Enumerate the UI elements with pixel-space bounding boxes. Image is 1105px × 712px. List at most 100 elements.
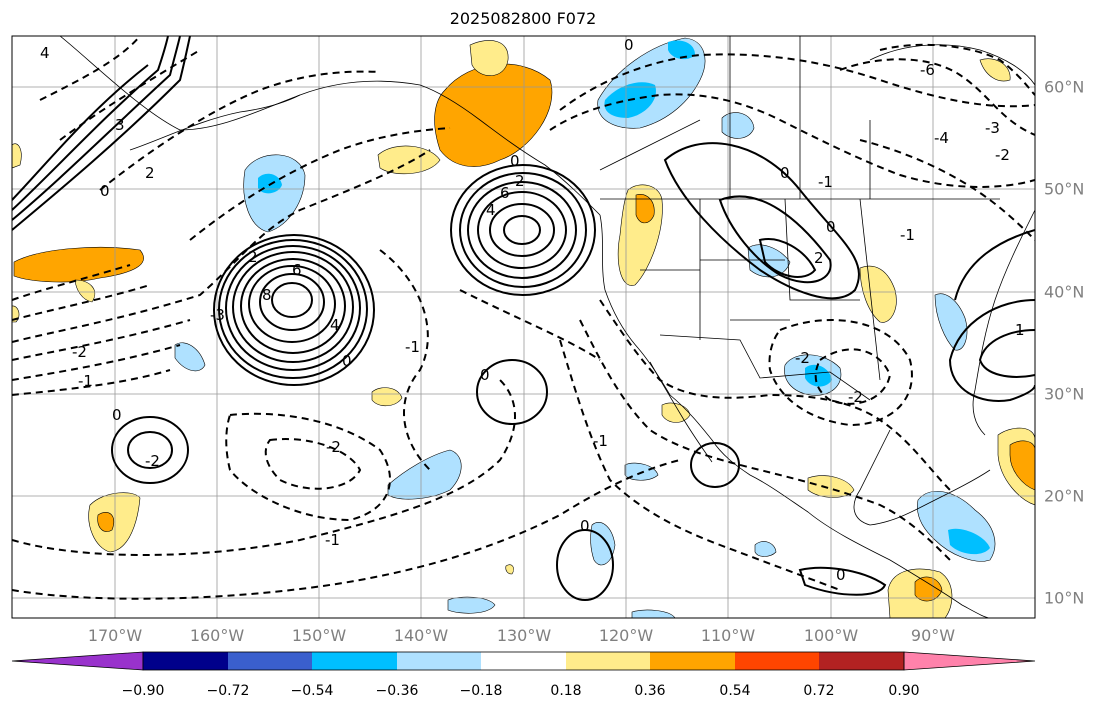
colorbar-bin — [735, 652, 819, 670]
contour-line — [948, 299, 1035, 402]
map-title: 2025082800 F072 — [449, 9, 597, 28]
contour-line — [503, 215, 541, 245]
shading-patch — [447, 596, 496, 614]
contour-line — [477, 191, 567, 269]
shading-patch — [174, 342, 206, 372]
contour-line — [556, 529, 614, 601]
graticule — [12, 36, 1035, 618]
colorbar — [11, 651, 1036, 671]
shading-patch — [859, 265, 897, 323]
coastline-alaska — [59, 36, 601, 216]
shading-patch — [747, 244, 791, 278]
shading-patch — [371, 387, 403, 407]
colorbar-frame — [142, 651, 905, 671]
contour-line — [954, 229, 1035, 301]
contour-line — [127, 431, 173, 469]
contour-line — [579, 319, 951, 561]
contour-line — [12, 284, 151, 321]
contour-label: -1 — [325, 531, 340, 549]
shading-patch — [979, 58, 1011, 82]
contour-label: 4 — [486, 201, 496, 219]
contour-line — [12, 36, 191, 231]
contour-label: -1 — [593, 432, 608, 450]
shading-patch — [805, 364, 832, 387]
contour-line — [12, 264, 131, 301]
contours — [12, 36, 1035, 601]
lon-label: 100°W — [803, 626, 859, 645]
contour-label: -2 — [795, 349, 810, 367]
shading-patch — [934, 293, 968, 351]
coastlines — [59, 36, 1035, 618]
contour-label: 6 — [500, 184, 510, 202]
contour-labels: 4 3 2 1 0 8 6 4 2 0 -2 -1 0 -2 -1 0 2 4 … — [40, 36, 1025, 584]
contour-label: -1 — [78, 372, 93, 390]
lat-label: 30°N — [1044, 384, 1085, 404]
contour-label: -6 — [920, 61, 935, 79]
dashed-contours — [12, 36, 1035, 600]
colorbar-extend-high — [903, 651, 1036, 671]
contour-line — [379, 249, 431, 471]
contour-label: -3 — [210, 306, 225, 324]
contour-label: 3 — [115, 116, 125, 134]
lat-label: 10°N — [1044, 588, 1085, 608]
lon-label: 160°W — [189, 626, 245, 645]
contour-label: 0 — [780, 164, 790, 182]
contour-line — [814, 348, 892, 405]
contour-line — [12, 319, 191, 361]
shading-patch — [88, 492, 141, 553]
shading-patch — [631, 609, 676, 618]
shading-patch — [243, 154, 306, 233]
contour-label: 2 — [248, 248, 258, 266]
lon-label: 130°W — [496, 626, 552, 645]
contour-line — [489, 203, 555, 257]
shading-patch — [668, 40, 695, 60]
colorbar-bin — [650, 652, 735, 670]
contour-line — [232, 251, 354, 363]
contour-line — [218, 239, 368, 379]
contour-line — [248, 265, 336, 343]
colorbar-tick-label: 0.36 — [634, 683, 666, 699]
contour-line — [859, 139, 1035, 241]
shading-patch — [635, 194, 655, 224]
contour-label: -2 — [145, 452, 160, 470]
map-plot-area — [12, 36, 1035, 618]
colorbar-bin — [819, 652, 904, 670]
contour-label: 0 — [826, 218, 836, 236]
contour-line — [225, 245, 361, 371]
colorbar-bin — [397, 652, 481, 670]
contour-line — [559, 339, 841, 591]
colorbar-bin — [143, 652, 228, 670]
contour-line — [264, 438, 362, 490]
contour-label: 0 — [480, 366, 490, 384]
lon-label: 150°W — [291, 626, 347, 645]
contour-line — [768, 319, 913, 427]
contour-line — [467, 181, 577, 279]
contour-line — [12, 36, 169, 211]
shading-patch — [914, 576, 943, 602]
contour-line — [690, 442, 740, 488]
shading-patch — [754, 541, 777, 557]
lon-label: 170°W — [87, 626, 143, 645]
shading-patch — [377, 145, 441, 175]
contour-line — [12, 344, 181, 381]
contour-label: 0 — [112, 406, 122, 424]
shading-patch — [1009, 440, 1035, 491]
contour-label: -2 — [72, 343, 87, 361]
shading-patch — [505, 564, 514, 575]
shading-patch — [948, 528, 990, 555]
contour-line — [111, 416, 189, 484]
colorbar-tick-label: −0.36 — [375, 683, 419, 699]
contour-label: 2 — [814, 249, 824, 267]
lon-label: 120°W — [598, 626, 654, 645]
colorbar-bin — [566, 652, 650, 670]
shading-patch — [13, 247, 144, 283]
colorbar-tick-label: −0.90 — [121, 683, 165, 699]
colorbar-tick-label: 0.72 — [803, 683, 835, 699]
border-us-mexico — [659, 334, 871, 401]
colorbar-tick-label: −0.54 — [290, 683, 334, 699]
contour-line — [549, 93, 1035, 188]
border-province — [599, 36, 871, 199]
contour-label: 6 — [292, 261, 302, 279]
contour-line — [240, 258, 346, 354]
border-state — [640, 198, 881, 381]
